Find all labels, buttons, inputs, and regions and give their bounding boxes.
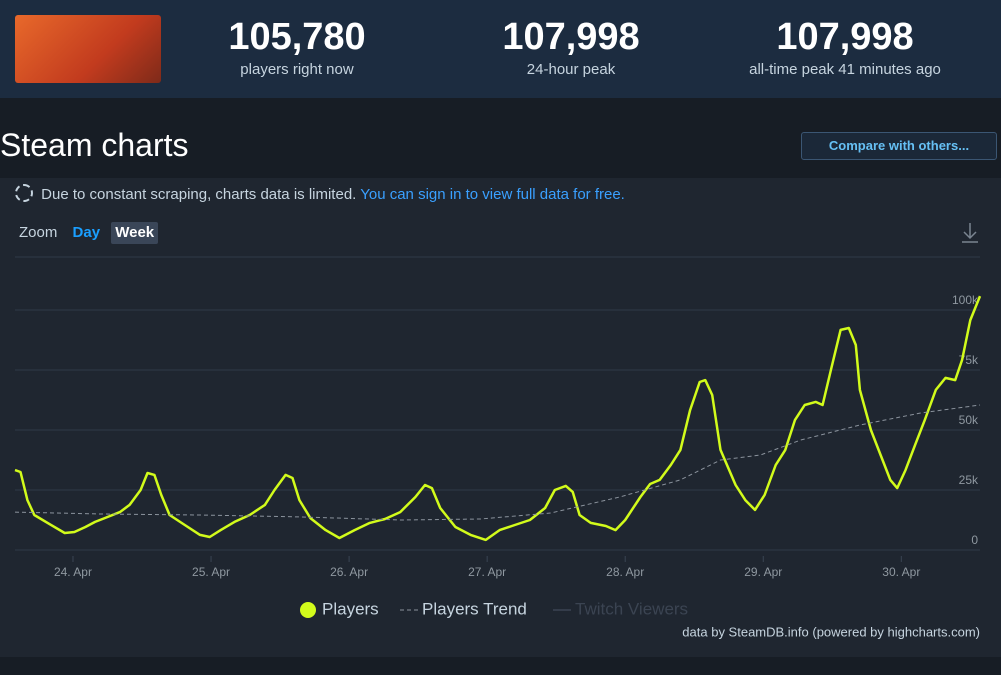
notice-text: Due to constant scraping, charts data is… <box>41 186 357 203</box>
notice: Due to constant scraping, charts data is… <box>15 184 625 205</box>
zoom-label: Zoom <box>19 224 58 241</box>
legend-label[interactable]: Twitch Viewers <box>575 599 688 618</box>
chart-panel <box>0 178 1001 657</box>
stat-label: all-time peak 41 minutes ago <box>749 61 941 78</box>
legend-marker <box>300 602 316 618</box>
series-line <box>14 295 982 542</box>
header: 105,780 players right now 107,998 24-hou… <box>0 0 1001 98</box>
compare-button[interactable]: Compare with others... <box>801 132 997 160</box>
stat: 107,998 all-time peak 41 minutes ago <box>715 14 975 80</box>
zoom-option[interactable]: Week <box>111 222 159 244</box>
x-tick-label: 28. Apr <box>606 565 644 579</box>
stat-label: 24-hour peak <box>526 61 616 78</box>
stat-value: 105,780 <box>228 16 366 58</box>
game-logo[interactable] <box>15 15 161 83</box>
x-tick-label: 30. Apr <box>882 565 920 579</box>
trend-line <box>14 404 981 521</box>
y-tick-label: 25k <box>959 473 979 487</box>
x-tick-label: 27. Apr <box>468 565 506 579</box>
x-tick-label: 29. Apr <box>744 565 782 579</box>
y-tick-label: 50k <box>959 413 979 427</box>
stat-label: players right now <box>240 61 354 78</box>
legend-label[interactable]: Players <box>322 599 379 618</box>
notice-icon <box>15 184 33 202</box>
stat-value: 107,998 <box>502 16 640 58</box>
x-tick-label: 25. Apr <box>192 565 230 579</box>
download-icon[interactable] <box>962 223 978 243</box>
y-tick-label: 0 <box>971 533 978 547</box>
y-tick-label: 100k <box>952 293 979 307</box>
legend-label[interactable]: Players Trend <box>422 599 527 618</box>
section-title: Steam charts <box>0 127 189 163</box>
x-tick-label: 24. Apr <box>54 565 92 579</box>
zoom-option[interactable]: Day <box>72 224 101 241</box>
stat: 105,780 players right now <box>167 14 427 80</box>
x-tick-label: 26. Apr <box>330 565 368 579</box>
sign-in-link[interactable]: You can sign in to view full data for fr… <box>360 186 625 203</box>
stat: 107,998 24-hour peak <box>441 14 701 80</box>
zoom: Zoom Day Week <box>15 222 161 244</box>
stat-value: 107,998 <box>776 16 914 58</box>
credit[interactable]: data by SteamDB.info (powered by highcha… <box>682 624 980 639</box>
